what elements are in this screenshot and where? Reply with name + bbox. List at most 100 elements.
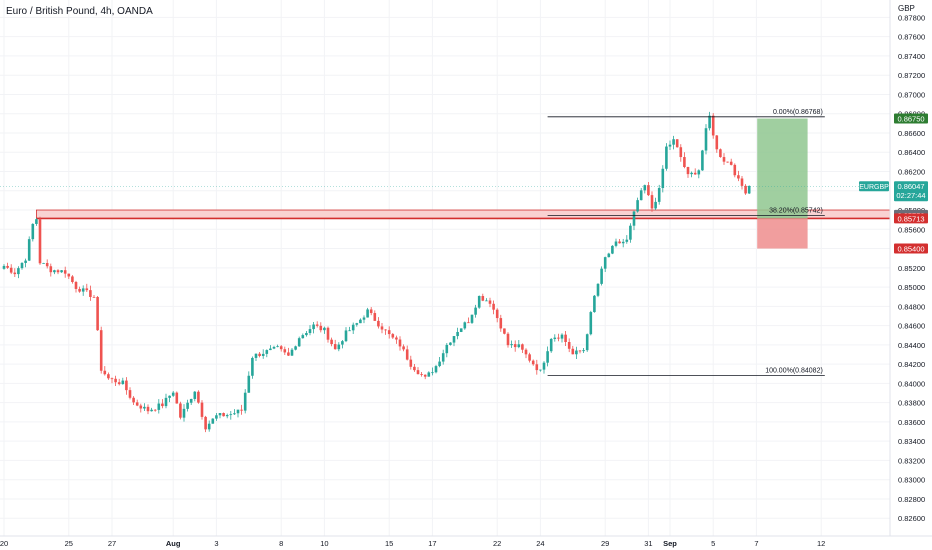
x-tick-label: 24 xyxy=(536,539,544,548)
current-price-tag-text: 0.86047 xyxy=(897,182,924,191)
candle-body xyxy=(168,395,171,398)
x-tick-label: 15 xyxy=(385,539,393,548)
profit-zone xyxy=(757,118,808,219)
candle-body xyxy=(405,349,409,360)
candle-body xyxy=(467,322,470,324)
candle-body xyxy=(409,359,413,367)
y-tick-label: 0.84200 xyxy=(898,360,925,369)
candle-body xyxy=(85,288,89,291)
x-tick-label: 10 xyxy=(320,539,328,548)
candle-body xyxy=(240,409,243,411)
candle-body xyxy=(305,333,308,336)
candle-body xyxy=(391,334,395,338)
price-tag-bg xyxy=(894,113,928,124)
candle-body xyxy=(679,147,683,158)
candle-body xyxy=(445,344,449,354)
candle-body xyxy=(67,273,71,277)
candle-body xyxy=(477,295,481,308)
candle-body xyxy=(387,330,391,335)
y-tick-label: 0.87000 xyxy=(898,90,925,99)
candle-body xyxy=(693,172,697,175)
candle-body xyxy=(182,408,186,418)
x-tick-label: 20 xyxy=(0,539,8,548)
candle-body xyxy=(24,260,27,263)
candle-body xyxy=(578,350,582,352)
current-price-tag-text: 02:27:44 xyxy=(896,191,925,200)
price-tags: 0.867500.857500.857130.854000.8604702:27… xyxy=(859,113,928,254)
candle-body xyxy=(542,362,546,370)
candle-body xyxy=(614,241,618,246)
x-tick-label: 25 xyxy=(65,539,73,548)
y-tick-label: 0.86400 xyxy=(898,148,925,157)
candle-body xyxy=(373,313,377,321)
candle-body xyxy=(611,245,614,254)
y-tick-label: 0.83000 xyxy=(898,476,925,485)
candle-body xyxy=(503,328,506,334)
candle-body xyxy=(632,211,636,226)
candle-body xyxy=(697,170,701,175)
candle-body xyxy=(89,290,92,297)
candle-body xyxy=(744,185,747,194)
x-tick-label: 17 xyxy=(428,539,436,548)
candle-body xyxy=(261,353,265,356)
candle-body xyxy=(164,397,168,407)
candle-body xyxy=(456,331,459,337)
candle-body xyxy=(661,168,665,189)
candle-body xyxy=(585,334,589,351)
y-tick-label: 0.84600 xyxy=(898,322,925,331)
current-price-tag-bg xyxy=(894,181,928,202)
candle-body xyxy=(711,115,715,136)
x-tick-label: 7 xyxy=(754,539,758,548)
candle-body xyxy=(596,283,600,296)
candle-body xyxy=(99,330,103,371)
x-tick-label: 27 xyxy=(108,539,116,548)
candle-body xyxy=(74,282,78,289)
chart-title: Euro / British Pound, 4h, OANDA xyxy=(6,6,153,17)
y-tick-label: 0.82600 xyxy=(898,514,925,523)
candle-body xyxy=(290,349,294,356)
candle-body xyxy=(481,295,485,301)
candle-body xyxy=(470,314,474,323)
candle-body xyxy=(157,403,161,410)
candle-body xyxy=(657,188,661,202)
y-tick-label: 0.84000 xyxy=(898,379,925,388)
candle-body xyxy=(315,324,319,326)
candle-body xyxy=(737,175,740,179)
candle-body xyxy=(161,403,164,407)
candle-body xyxy=(740,178,744,186)
candle-body xyxy=(243,392,247,411)
x-tick-label: 29 xyxy=(601,539,609,548)
candle-body xyxy=(114,378,117,383)
candle-body xyxy=(495,309,499,319)
candle-body xyxy=(96,297,99,331)
price-tag-text: 0.85400 xyxy=(897,245,924,254)
candle-body xyxy=(625,239,629,242)
candle-body xyxy=(618,241,621,244)
candle-body xyxy=(49,266,53,273)
grid xyxy=(0,0,890,536)
candle-body xyxy=(251,357,254,376)
candle-body xyxy=(276,346,279,348)
candle-body xyxy=(56,270,60,273)
currency-label: GBP xyxy=(898,4,915,13)
candle-body xyxy=(449,342,452,345)
x-tick-label: Sep xyxy=(663,539,677,548)
overlays: 0.00%(0.86768) 38.20%(0.85742) 100.00%(0.8… xyxy=(0,109,890,376)
candle-body xyxy=(683,157,686,168)
candle-body xyxy=(42,262,45,264)
price-tag-bg xyxy=(894,213,928,224)
fib-level-label: 38.20%(0.85742) xyxy=(769,208,823,215)
x-tick-label: 5 xyxy=(711,539,715,548)
candle-body xyxy=(9,267,13,273)
candle-body xyxy=(308,329,312,334)
candle-body xyxy=(492,303,495,310)
candle-body xyxy=(337,344,341,350)
price-tag-text: 0.85713 xyxy=(897,214,924,223)
candle-body xyxy=(193,391,197,399)
candle-body xyxy=(557,337,560,339)
candle-body xyxy=(513,344,517,348)
price-tag-bg xyxy=(894,243,928,254)
x-tick-label: 12 xyxy=(817,539,825,548)
